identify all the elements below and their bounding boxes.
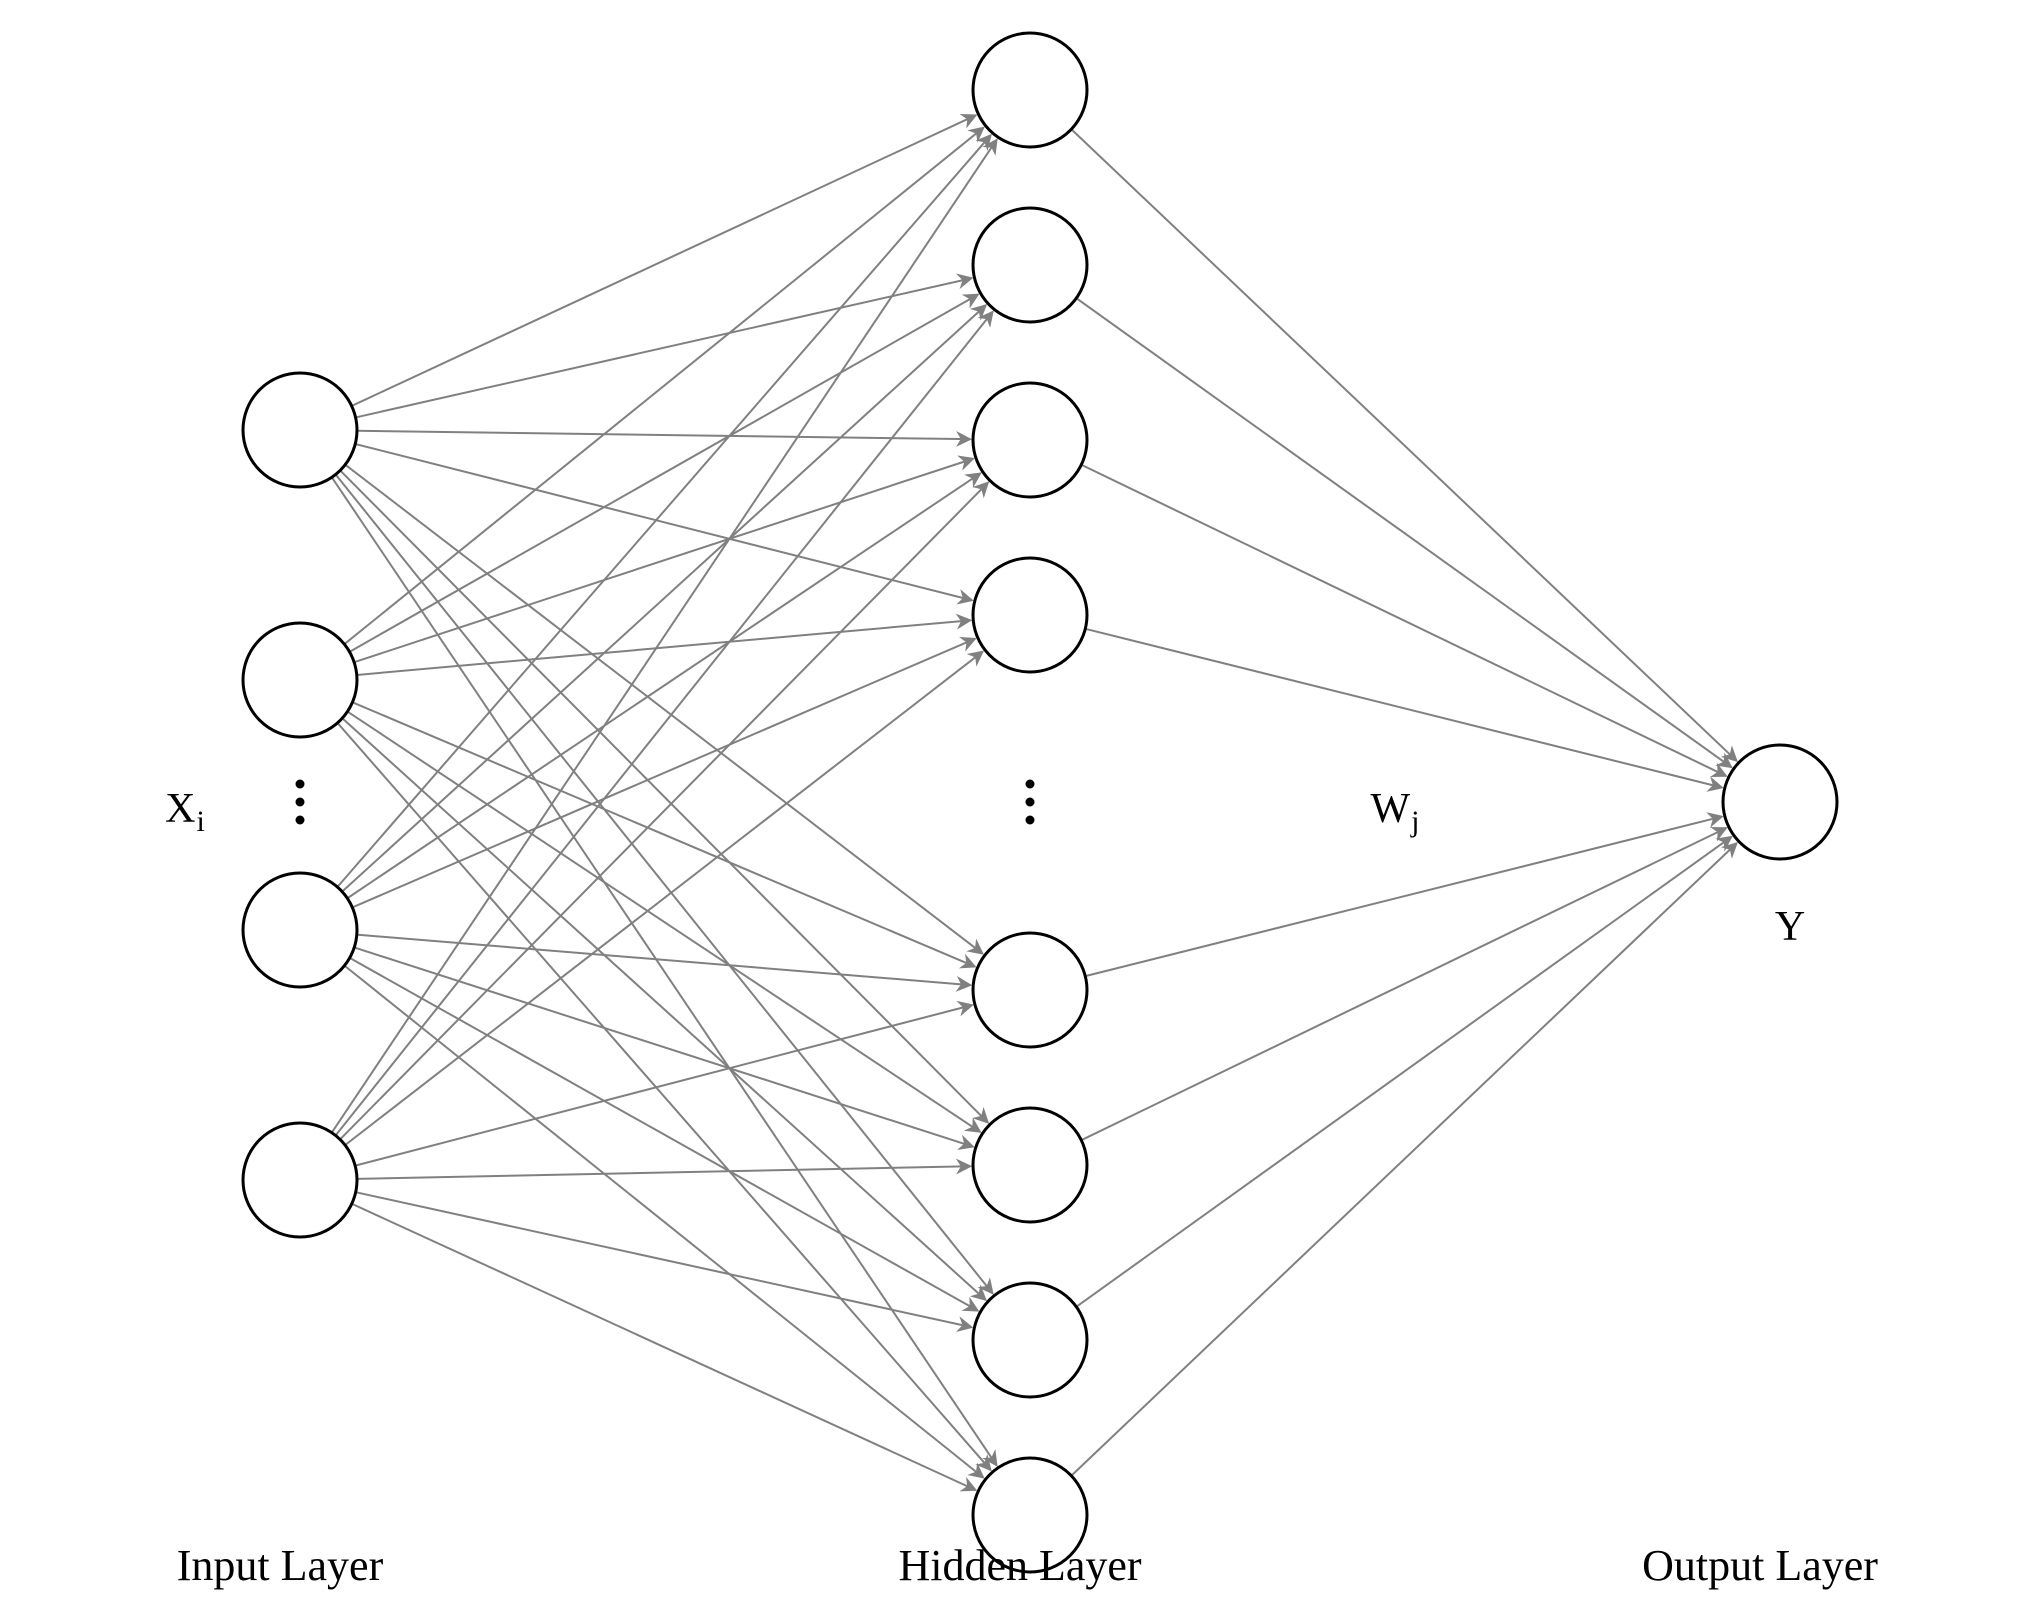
ellipsis-dot [296,798,305,807]
connection-edge [1085,817,1722,977]
input-node-2 [243,873,357,987]
connection-edge [352,639,975,908]
ellipsis-dot [296,780,305,789]
output-node-0 [1723,745,1837,859]
connection-edge [344,966,983,1478]
neural-network-diagram: Xi Wj Y Input Layer Hidden Layer Output Layer [0,0,2032,1620]
connection-edge [356,1192,972,1327]
connection-edge [1076,298,1731,767]
connection-edge [352,702,974,966]
input-node-1 [243,623,357,737]
connection-edge [1081,465,1726,776]
connection-edge [1076,837,1731,1307]
connection-edge [357,431,970,439]
connection-edge [340,483,988,1140]
ellipsis-dot [1026,780,1035,789]
ellipsis-dot [1026,798,1035,807]
connection-edge [356,278,972,417]
hidden-param-label: Wj [1371,786,1420,838]
connection-edge [355,444,972,600]
connection-edge [345,465,982,954]
connection-edge [1085,629,1721,788]
connection-edge [1071,129,1736,760]
connection-edge [1081,828,1726,1140]
connection-edge [357,1166,970,1179]
connection-edge [1071,843,1736,1475]
input-node-0 [243,373,357,487]
input-param-label: Xi [165,786,205,838]
hidden-layer-label: Hidden Layer [898,1541,1141,1590]
hidden-node-0 [973,33,1087,147]
hidden-node-4 [973,933,1087,1047]
nodes-group [243,33,1837,1572]
connection-edge [337,135,990,887]
hidden-node-3 [973,558,1087,672]
hidden-node-1 [973,208,1087,322]
connection-edge [342,305,986,891]
hidden-node-2 [973,383,1087,497]
output-layer-label: Output Layer [1642,1541,1878,1590]
ellipsis-dot [296,816,305,825]
hidden-node-5 [973,1108,1087,1222]
output-param-label: Y [1775,904,1805,950]
ellipsis-dot [1026,816,1035,825]
input-layer-label: Input Layer [177,1541,384,1590]
connection-edge [344,128,983,644]
connection-edge [350,958,978,1311]
connection-edge [332,477,997,1465]
input-node-3 [243,1123,357,1237]
connection-edge [357,620,970,675]
hidden-node-6 [973,1283,1087,1397]
